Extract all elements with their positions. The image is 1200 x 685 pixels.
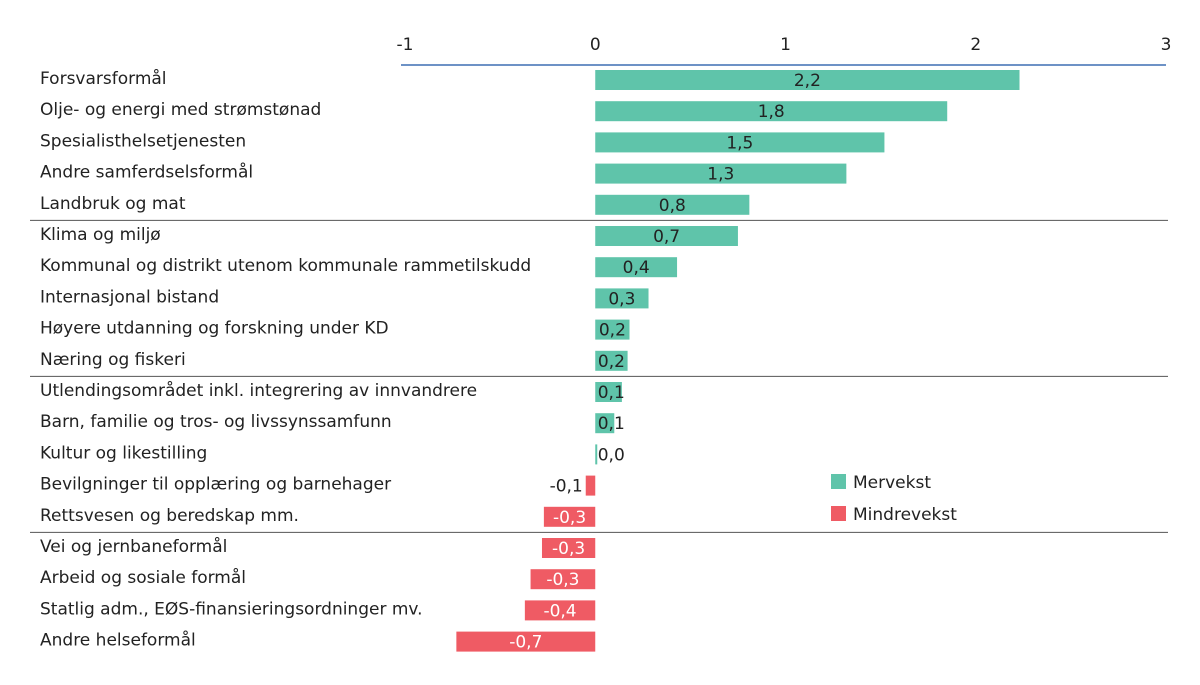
data-label: 0,2 [599,321,626,341]
bar [595,163,847,184]
data-label: -0,4 [543,601,576,621]
category-label: Klima og miljø [40,225,161,245]
category-label: Kommunal og distrikt utenom kommunale ra… [40,256,531,276]
bar [595,257,678,278]
category-label: Rettsvesen og beredskap mm. [40,506,299,526]
category-label: Næring og fiskeri [40,350,186,370]
data-label: -0,3 [552,539,585,559]
data-label: 0,1 [598,383,625,403]
data-label: 0,2 [598,352,625,372]
data-label: -0,1 [550,477,583,497]
x-tick-label: 2 [970,35,981,55]
category-label: Kultur og likestilling [40,443,207,463]
legend-label: Mindrevekst [853,505,957,525]
category-label: Arbeid og sosiale formål [40,567,246,588]
legend-swatch [831,506,846,521]
x-tick-label: 1 [780,35,791,55]
category-label: Spesialisthelsetjenesten [40,131,246,151]
bar [595,382,622,402]
category-label: Landbruk og mat [40,194,186,214]
legend-label: Mervekst [853,473,931,493]
bar [585,475,596,496]
data-label: -0,3 [546,570,579,590]
x-tick-label: 0 [590,35,601,55]
bar [530,569,596,590]
data-label: 0,7 [653,227,680,247]
bar [595,132,885,153]
bar [456,631,596,652]
category-label: Høyere utdanning og forskning under KD [40,319,389,339]
bar [595,194,750,215]
category-label: Forsvarsformål [40,68,167,89]
category-label: Andre samferdselsformål [40,162,253,183]
bar [595,70,1020,90]
bar [541,538,596,558]
data-label: 0,1 [598,414,625,434]
category-label: Internasjonal bistand [40,287,219,307]
data-label: -0,3 [553,508,586,528]
bar [595,226,738,246]
category-label: Barn, familie og tros- og livssynssamfun… [40,412,392,432]
data-label: 0,3 [608,289,635,309]
data-label: -0,7 [509,633,542,653]
bar [595,101,948,122]
bar [595,413,615,434]
data-label: 0,4 [623,258,650,278]
data-label: 0,0 [598,445,625,465]
bar [595,444,598,465]
data-label: 0,8 [659,196,686,216]
data-label: 2,2 [794,71,821,91]
category-label: Olje- og energi med strømstønad [40,100,321,120]
category-label: Andre helseformål [40,630,196,651]
bar [543,506,596,527]
data-label: 1,8 [758,102,785,122]
x-tick-label: -1 [397,35,414,55]
legend-swatch [831,474,846,489]
category-label: Statlig adm., EØS-finansieringsordninger… [40,599,423,619]
category-label: Bevilgninger til opplæring og barnehager [40,475,391,495]
category-label: Utlendingsområdet inkl. integrering av i… [40,380,477,401]
bar [595,288,649,309]
bar [595,350,628,371]
bar [595,319,630,340]
data-label: 1,5 [726,133,753,153]
bar [524,600,596,621]
category-label: Vei og jernbaneformål [40,536,227,557]
x-tick-label: 3 [1161,35,1172,55]
data-label: 1,3 [707,165,734,185]
